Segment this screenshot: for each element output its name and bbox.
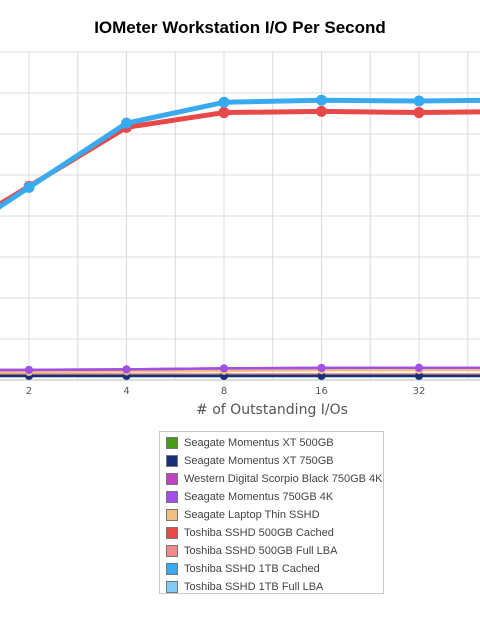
legend-item[interactable]: Western Digital Scorpio Black 750GB 4K	[160, 470, 383, 488]
legend-swatch	[166, 527, 178, 539]
legend-item[interactable]: Toshiba SSHD 500GB Full LBA	[160, 542, 383, 560]
data-point	[316, 105, 327, 117]
data-point	[415, 371, 423, 380]
data-point	[121, 117, 132, 129]
data-point	[317, 363, 326, 372]
series-lines	[0, 94, 480, 381]
legend-item[interactable]: Seagate Momentus 750GB 4K	[160, 488, 383, 506]
legend-item[interactable]: Toshiba SSHD 500GB Cached	[160, 524, 383, 542]
data-point	[220, 364, 228, 373]
legend-label: Seagate Momentus XT 750GB	[184, 455, 334, 467]
data-point	[218, 96, 230, 108]
legend-label: Toshiba SSHD 1TB Full LBA	[184, 581, 324, 593]
series-line	[0, 97, 480, 210]
x-tick-label: 4	[123, 386, 129, 397]
legend-item[interactable]: Seagate Momentus XT 500GB	[160, 434, 383, 452]
legend-label: Seagate Momentus XT 500GB	[184, 437, 334, 449]
legend-label: Toshiba SSHD 1TB Cached	[184, 563, 320, 575]
data-point	[317, 371, 326, 380]
data-point	[122, 365, 131, 374]
x-tick-labels: 2 4 8 16 32	[26, 386, 426, 397]
series-toshiba-sshd-500gb-cached	[0, 105, 480, 207]
series-seagate-momentus-750gb-4k	[0, 363, 480, 374]
legend-swatch	[166, 473, 178, 485]
legend-item[interactable]: Seagate Laptop Thin SSHD	[160, 506, 383, 524]
legend-item[interactable]: Seagate Momentus XT 750GB	[160, 452, 383, 470]
legend-label: Toshiba SSHD 500GB Full LBA	[184, 545, 338, 557]
legend-label: Toshiba SSHD 500GB Cached	[184, 527, 334, 539]
legend-label: Seagate Momentus 750GB 4K	[184, 491, 334, 503]
legend-swatch	[166, 563, 178, 575]
legend-label: Seagate Laptop Thin SSHD	[184, 509, 320, 521]
legend-swatch	[166, 545, 178, 557]
data-point	[413, 95, 425, 107]
x-axis-label: # of Outstanding I/Os	[196, 402, 348, 418]
legend-swatch	[166, 437, 178, 449]
series-toshiba-sshd-1tb-cached	[0, 94, 480, 210]
x-tick-label: 16	[315, 386, 328, 397]
data-point	[25, 365, 33, 374]
x-tick-label: 2	[26, 386, 32, 397]
x-tick-label: 32	[413, 386, 426, 397]
legend-swatch	[166, 581, 178, 593]
data-point	[23, 181, 35, 193]
data-point	[316, 94, 327, 106]
x-tick-label: 8	[221, 386, 227, 397]
data-point	[413, 107, 425, 119]
data-point	[218, 107, 230, 119]
legend-item[interactable]: Toshiba SSHD 1TB Cached	[160, 560, 383, 578]
grid-lines	[0, 51, 480, 381]
legend-item[interactable]: Toshiba SSHD 1TB Full LBA	[160, 578, 383, 596]
series-seagate-momentus-xt-750gb	[0, 371, 480, 380]
legend-label: Western Digital Scorpio Black 750GB 4K	[184, 473, 383, 485]
chart-title: IOMeter Workstation I/O Per Second	[94, 18, 386, 37]
series-line	[0, 108, 480, 207]
legend-swatch	[166, 491, 178, 503]
legend-swatch	[166, 509, 178, 521]
legend: Seagate Momentus XT 500GB Seagate Momentu…	[159, 431, 384, 594]
line-chart: 2 4 8 16 32 # of Outstanding I/Os	[0, 51, 480, 418]
data-point	[415, 363, 423, 372]
legend-swatch	[166, 455, 178, 467]
